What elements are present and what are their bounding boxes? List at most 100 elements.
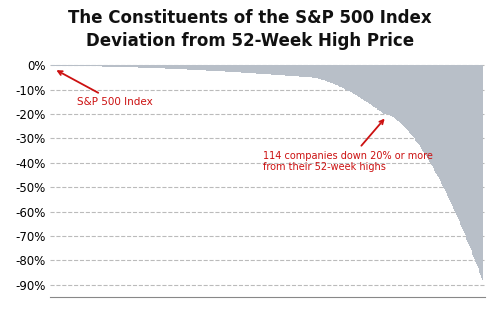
Bar — [83, 65, 84, 66]
Bar — [77, 65, 78, 66]
Bar — [120, 65, 121, 67]
Bar — [284, 65, 285, 76]
Bar — [338, 65, 340, 86]
Bar — [381, 65, 382, 112]
Bar — [337, 65, 338, 85]
Bar — [60, 65, 61, 66]
Bar — [114, 65, 115, 67]
Bar — [81, 65, 82, 66]
Bar — [131, 65, 132, 67]
Bar — [222, 65, 223, 71]
Bar — [169, 65, 170, 69]
Bar — [352, 65, 353, 93]
Bar — [240, 65, 241, 72]
Bar — [367, 65, 368, 102]
Bar — [394, 65, 396, 119]
Bar — [414, 65, 416, 139]
Bar — [331, 65, 332, 83]
Bar — [382, 65, 384, 113]
Bar — [360, 65, 361, 98]
Bar — [207, 65, 208, 71]
Bar — [150, 65, 151, 68]
Bar — [329, 65, 330, 82]
Bar — [305, 65, 306, 77]
Bar — [374, 65, 375, 107]
Bar — [182, 65, 183, 69]
Bar — [110, 65, 112, 67]
Bar — [344, 65, 346, 89]
Bar — [223, 65, 224, 71]
Bar — [390, 65, 392, 116]
Bar — [286, 65, 288, 76]
Bar — [236, 65, 238, 72]
Bar — [140, 65, 141, 68]
Bar — [474, 65, 475, 259]
Bar — [90, 65, 92, 66]
Bar — [347, 65, 348, 90]
Bar — [272, 65, 273, 75]
Bar — [163, 65, 164, 68]
Bar — [293, 65, 294, 76]
Bar — [470, 65, 472, 251]
Bar — [388, 65, 390, 115]
Bar — [407, 65, 408, 130]
Bar — [466, 65, 468, 240]
Bar — [63, 65, 64, 66]
Bar — [52, 65, 54, 66]
Bar — [158, 65, 159, 68]
Bar — [353, 65, 354, 94]
Bar — [190, 65, 191, 70]
Bar — [451, 65, 452, 204]
Bar — [402, 65, 404, 125]
Bar — [375, 65, 376, 108]
Bar — [55, 65, 56, 66]
Bar — [215, 65, 216, 71]
Bar — [232, 65, 233, 72]
Bar — [166, 65, 168, 69]
Bar — [310, 65, 311, 77]
Bar — [156, 65, 157, 68]
Bar — [259, 65, 260, 74]
Bar — [314, 65, 315, 78]
Bar — [177, 65, 178, 69]
Bar — [393, 65, 394, 117]
Bar — [439, 65, 440, 179]
Bar — [456, 65, 457, 215]
Bar — [265, 65, 266, 74]
Bar — [148, 65, 150, 68]
Text: S&P 500 Index: S&P 500 Index — [58, 71, 153, 107]
Bar — [354, 65, 355, 95]
Bar — [462, 65, 463, 229]
Bar — [239, 65, 240, 72]
Bar — [404, 65, 405, 127]
Bar — [188, 65, 189, 70]
Bar — [125, 65, 126, 67]
Bar — [191, 65, 192, 70]
Bar — [335, 65, 336, 85]
Bar — [277, 65, 278, 75]
Bar — [112, 65, 113, 67]
Bar — [380, 65, 381, 111]
Bar — [152, 65, 153, 68]
Bar — [115, 65, 116, 67]
Bar — [128, 65, 130, 67]
Bar — [320, 65, 322, 79]
Bar — [202, 65, 203, 70]
Bar — [425, 65, 426, 155]
Bar — [146, 65, 148, 68]
Bar — [96, 65, 98, 66]
Bar — [448, 65, 449, 198]
Bar — [51, 65, 52, 66]
Bar — [336, 65, 337, 85]
Bar — [172, 65, 174, 69]
Bar — [64, 65, 66, 66]
Bar — [98, 65, 99, 66]
Bar — [442, 65, 443, 186]
Bar — [192, 65, 194, 70]
Bar — [218, 65, 220, 71]
Bar — [342, 65, 343, 88]
Bar — [178, 65, 180, 69]
Bar — [311, 65, 312, 77]
Bar — [324, 65, 326, 80]
Bar — [184, 65, 185, 69]
